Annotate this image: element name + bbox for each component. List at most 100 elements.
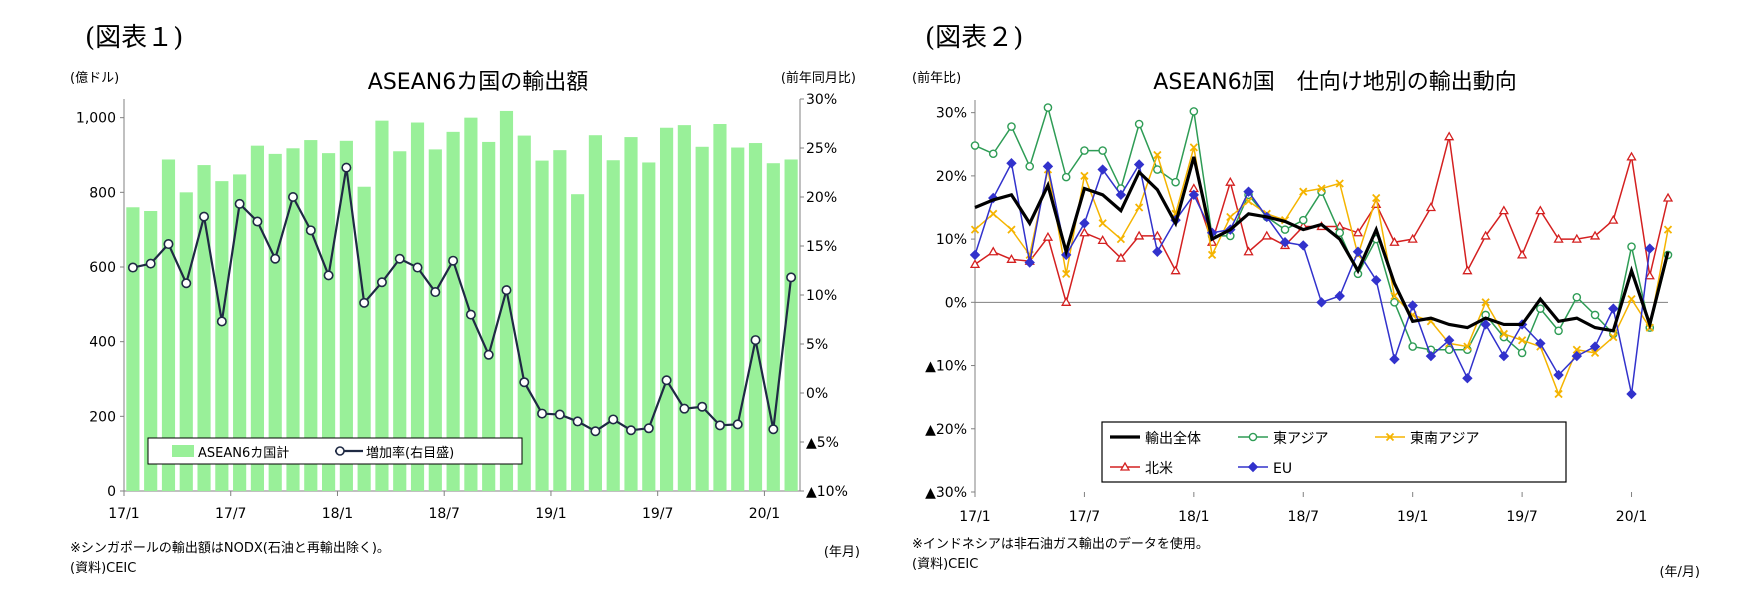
growth-point [697,401,708,412]
growth-point [270,253,281,264]
chart-2-y-axis-label: (前年比) [912,70,961,86]
series-point [1571,233,1582,243]
bar [375,120,389,492]
growth-point [430,287,441,298]
bar [748,143,763,491]
growth-point [376,277,387,288]
series-point [1279,237,1291,248]
series-point [1006,254,1017,263]
series-point [1171,177,1180,187]
series-point [1061,172,1071,182]
series-point [1025,162,1035,171]
series-point [1261,230,1272,240]
bar [642,162,656,491]
bar [393,151,407,491]
series-point [1609,332,1618,342]
growth-point [305,225,316,236]
series-point [1462,265,1473,275]
series-line [974,160,1651,395]
series-point [989,209,998,218]
x-tick-label: 19/7 [1506,509,1537,525]
series-point [1425,202,1437,212]
series-point [1352,246,1364,257]
x-tick-label: 18/1 [322,506,353,522]
bar [268,153,282,491]
series-point [1589,341,1601,352]
growth-point [537,408,548,419]
legend-box [1101,421,1567,483]
series-point [1134,119,1144,129]
series-point [1390,291,1399,301]
chart-1-figure-label: (図表１) [85,23,183,53]
series-point [1498,350,1510,362]
series-point [1153,165,1162,174]
series-point [1463,342,1472,351]
series-point [1480,319,1491,330]
legend-swatch-marker [1385,432,1395,442]
series-point [1079,227,1090,237]
chart-2-ticks: ▲30% ▲20% ▲10% 0% 10% 20% 30% 17/1 17/7 18/1 18/7 1… [925,106,1647,525]
growth-point [554,409,565,420]
chart-2-x-axis-label: (年/月) [1659,565,1700,580]
series-point [1390,298,1399,307]
series-point [1006,158,1017,169]
chart-1: (図表１) ASEAN6カ国の輸出額 (億ドル) (前年同月比) 0 200 400… [70,23,860,576]
growth-point [199,211,210,222]
series-point [1517,348,1527,358]
series-point [1189,143,1198,152]
series-point [1553,369,1564,381]
series-point [1516,249,1528,259]
right-tick-label: 25% [806,141,837,157]
series-point [1334,290,1345,302]
series-point [1389,236,1400,246]
growth-series-line [132,167,793,433]
x-tick-label: 19/1 [535,506,566,522]
growth-point [465,309,476,320]
series-point [1644,243,1655,254]
bar [606,160,620,491]
growth-point [323,270,334,281]
bar [695,146,709,491]
series-point [970,141,980,150]
bar [233,174,247,491]
bar [215,181,229,491]
legend-swatch-marker [1247,461,1259,473]
series-point [1662,192,1674,202]
chart-2-note: ※インドネシアは非石油ガス輸出のデータを使用。 [912,536,1209,552]
left-tick-label: 400 [89,335,116,351]
bar [197,165,211,491]
series-point [1299,187,1308,196]
series-point [1116,234,1126,244]
x-tick-label: 17/1 [959,509,990,525]
growth-point [625,425,636,436]
series-point [1572,345,1581,354]
series-point [1098,219,1107,228]
bar [731,147,745,492]
chart-1-ticks: 0 200 400 600 800 1,000 ▲10% ▲5% 0% 5% 10% 15% 20% 25… [76,92,848,522]
series-point [1152,246,1163,257]
growth-point [519,377,530,388]
series-point [1152,230,1163,240]
legend-swatch-marker [1248,432,1258,442]
bar [126,207,140,491]
series-point [1554,389,1563,399]
bar [659,127,674,491]
bar [482,141,496,491]
series-line [974,147,1669,397]
left-tick-label: 1,000 [76,111,116,127]
series-point [1408,342,1417,351]
bar [410,122,425,492]
x-tick-label: 20/1 [1616,509,1647,525]
series-point [970,225,980,234]
y-tick-label: 0% [945,295,967,311]
right-tick-label: 10% [806,288,837,304]
growth-point [732,419,743,430]
bar [339,140,353,491]
series-point [1134,230,1145,240]
right-tick-label: 0% [806,386,828,402]
legend-line-marker [335,446,345,456]
series-point [1153,150,1162,160]
series-point [1097,235,1108,245]
legend-label: 東アジア [1273,431,1328,447]
growth-point [127,262,138,273]
